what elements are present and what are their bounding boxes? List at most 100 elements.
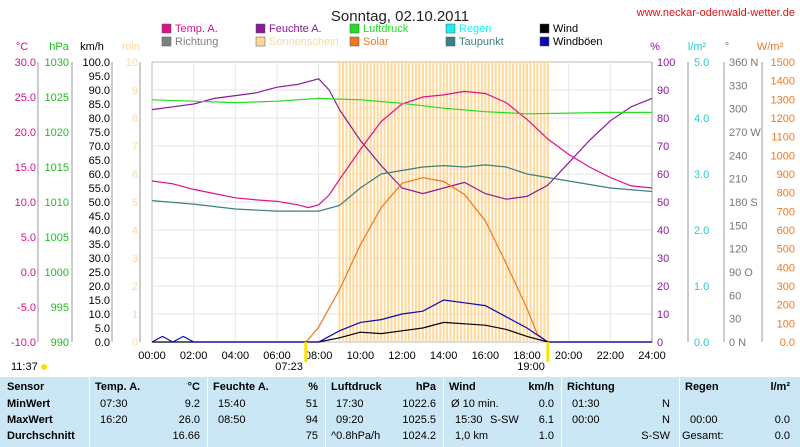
header-wind-unit: km/h — [528, 381, 554, 393]
pressure-tick-label: 1030 — [45, 57, 69, 69]
sunshine-bar — [428, 62, 431, 342]
header-pressure-unit: hPa — [415, 381, 436, 393]
sunshine-bar — [425, 62, 428, 342]
pressure-tick-label: 1010 — [45, 197, 69, 209]
legend-swatch — [539, 23, 550, 34]
direction-tick-label: 30 — [729, 314, 741, 326]
sunshine-bar — [359, 62, 362, 342]
sunshine-tick-label: 8 — [132, 113, 138, 125]
wind-tick-label: 15.0 — [89, 295, 110, 307]
solar-tick-label: 700 — [777, 206, 795, 218]
series-line-solar — [305, 177, 549, 343]
rain-max-time: 00:00 — [690, 414, 718, 426]
temp-max-value: 26.0 — [178, 414, 200, 426]
site-url: www.neckar-odenwald-wetter.de — [636, 7, 795, 19]
sunshine-bar — [480, 62, 483, 342]
sunshine-bar — [435, 62, 438, 342]
axis-unit-label: min — [122, 41, 140, 53]
column-divider — [679, 377, 680, 447]
axis-unit-label: ° — [725, 41, 729, 53]
column-divider — [207, 377, 208, 447]
sunshine-bar — [390, 62, 393, 342]
humidity-tick-label: 40 — [657, 225, 669, 237]
solar-tick-label: 600 — [777, 225, 795, 237]
series-line-wind — [152, 321, 652, 343]
temp-max-time: 16:20 — [100, 414, 128, 426]
humidity-tick-label: 80 — [657, 113, 669, 125]
row-label: Durchschnitt — [7, 430, 75, 442]
wind-tick-label: 90.0 — [89, 85, 110, 97]
wind-tick-label: 80.0 — [89, 113, 110, 125]
sunshine-bar — [539, 62, 542, 342]
sunshine-bar — [484, 62, 487, 342]
sunshine-bar — [338, 62, 341, 342]
sunshine-bar — [494, 62, 497, 342]
wind-run: 1,0 km — [455, 430, 489, 442]
sunshine-bar — [498, 62, 501, 342]
wind-tick-label: 10.0 — [89, 309, 110, 321]
temp-tick-label: 15.0 — [15, 162, 36, 174]
legend-swatch — [445, 36, 456, 47]
sunshine-tick-label: 3 — [132, 253, 138, 265]
sunshine-tick-label: 1 — [132, 309, 138, 321]
rain-tick-label: 2.0 — [694, 225, 709, 237]
humidity-tick-label: 30 — [657, 253, 669, 265]
sunshine-bar — [432, 62, 435, 342]
wind-tick-label: 40.0 — [89, 225, 110, 237]
sunshine-bar — [470, 62, 473, 342]
sunshine-bar — [418, 62, 421, 342]
wind-tick-label: 45.0 — [89, 211, 110, 223]
direction-tick-label: 0 N — [729, 337, 746, 349]
sunshine-bar — [421, 62, 424, 342]
temp-tick-label: -10.0 — [11, 337, 36, 349]
direction-tick-label: 150 — [729, 220, 747, 232]
wind-tick-label: 70.0 — [89, 141, 110, 153]
sunshine-bar — [512, 62, 515, 342]
direction-tick-label: 270 W — [729, 127, 761, 139]
legend-swatch — [539, 36, 550, 47]
pressure-tick-label: 1015 — [45, 162, 69, 174]
direction-tick-label: 60 — [729, 290, 741, 302]
legend-label: Windböen — [553, 36, 603, 48]
wind-tick-label: 85.0 — [89, 99, 110, 111]
sunshine-bar — [456, 62, 459, 342]
temp-tick-label: 10.0 — [15, 197, 36, 209]
wind-tick-label: 95.0 — [89, 71, 110, 83]
solar-tick-label: 200 — [777, 300, 795, 312]
wind-avg-value: 1.0 — [538, 430, 554, 442]
legend-label: Luftdruck — [363, 23, 409, 35]
hum-max-value: 94 — [305, 414, 318, 426]
x-tick-label: 10:00 — [347, 350, 375, 362]
x-tick-label: 12:00 — [388, 350, 416, 362]
solar-tick-label: 1200 — [771, 113, 795, 125]
wind-min-value: 0.0 — [538, 398, 554, 410]
dir-max-value: N — [662, 414, 670, 426]
legend-swatch — [161, 36, 172, 47]
series-line-taupunkt — [151, 164, 653, 212]
wind-max-direction: S-SW — [490, 414, 519, 426]
sunshine-tick-label: 7 — [132, 141, 138, 153]
wind-min-time: Ø 10 min. — [451, 398, 499, 410]
axis-unit-label: l/m² — [688, 41, 707, 53]
hum-min-value: 51 — [305, 398, 318, 410]
sunshine-tick-label: 6 — [132, 169, 138, 181]
daylight-duration: 11:37 — [11, 361, 38, 373]
humidity-tick-label: 20 — [657, 281, 669, 293]
rain-tick-label: 3.0 — [694, 169, 709, 181]
x-tick-label: 14:00 — [430, 350, 458, 362]
sunshine-bar — [508, 62, 511, 342]
solar-tick-label: 800 — [777, 188, 795, 200]
series-line-windb-en — [151, 299, 652, 343]
legend-swatch — [349, 36, 360, 47]
sunshine-bar — [466, 62, 469, 342]
stats-row-min: MinWert 07:30 9.2 15:40 51 17:30 1022.6 … — [0, 397, 800, 412]
legend-swatch — [161, 23, 172, 34]
sunshine-tick-label: 4 — [132, 225, 138, 237]
header-rain: Regen — [685, 381, 719, 393]
x-tick-label: 18:00 — [513, 350, 541, 362]
sunshine-bar — [394, 62, 397, 342]
sunshine-bar — [526, 62, 528, 342]
sunshine-bar — [352, 62, 355, 342]
sunshine-bar — [414, 62, 417, 342]
row-label: MinWert — [7, 398, 51, 410]
